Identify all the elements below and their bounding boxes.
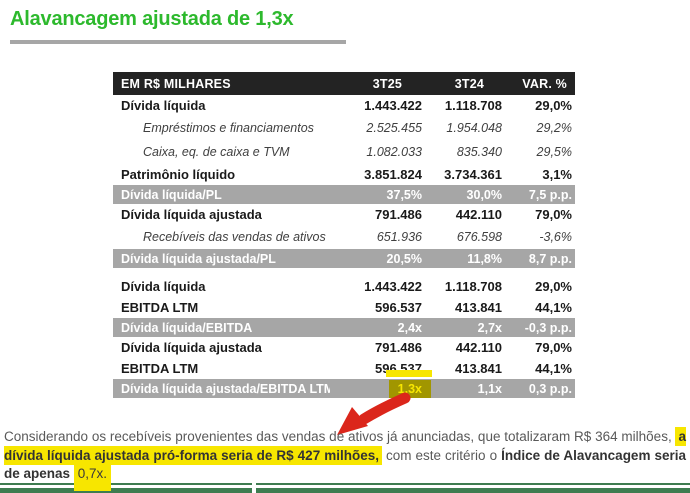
table-row: Dívida líquida ajustada 791.486 442.110 79,… [113, 337, 575, 358]
cell-3t24: 1.118.708 [444, 98, 502, 113]
table-row: Dívida líquida/EBITDA 2,4x 2,7x -0,3 p.p. [113, 318, 575, 337]
row-label: Dívida líquida ajustada/PL [113, 249, 330, 268]
table-row: Dívida líquida ajustada/EBITDA LTM 1,3x 1,… [113, 379, 575, 398]
table-row: Recebíveis das vendas de ativos 651.936 67… [113, 225, 575, 249]
table-row: EBITDA LTM 596.537 413.841 44,1% [113, 297, 575, 318]
table-row: Empréstimos e financiamentos 2.525.455 1.9… [113, 116, 575, 140]
cell-3t25: 1,3x [330, 379, 440, 398]
cell-var: 44,1% [535, 361, 572, 376]
cell-3t25: 791.486 [375, 340, 422, 355]
cell-3t25: 791.486 [375, 207, 422, 222]
cell-3t24: 30,0% [440, 185, 510, 204]
cell-var: 7,5 p.p. [510, 185, 575, 204]
cell-var: -3,6% [539, 230, 572, 244]
table-row: Dívida líquida ajustada/PL 20,5% 11,8% 8,7 … [113, 249, 575, 268]
header-var: VAR. % [510, 72, 575, 95]
footnote-text-1: Considerando os recebíveis provenientes … [4, 429, 676, 444]
row-label: EBITDA LTM [121, 361, 199, 376]
cell-3t24: 1,1x [440, 379, 510, 398]
row-label: Dívida líquida ajustada/EBITDA LTM [113, 379, 330, 398]
cell-3t25: 1.443.422 [364, 279, 422, 294]
header-unit: EM R$ MILHARES [113, 72, 330, 95]
cell-3t24: 413.841 [455, 300, 502, 315]
bottom-green-rule-left [0, 483, 252, 493]
table-row: Dívida líquida 1.443.422 1.118.708 29,0% [113, 276, 575, 297]
table-row: Dívida líquida 1.443.422 1.118.708 29,0% [113, 95, 575, 116]
table-row: Caixa, eq. de caixa e TVM 1.082.033 835.34… [113, 140, 575, 164]
cell-3t24: 1.954.048 [446, 121, 502, 135]
cell-var: 44,1% [535, 300, 572, 315]
footnote-highlight-2: 0,7x. [73, 464, 112, 491]
row-label: Empréstimos e financiamentos [143, 121, 314, 135]
table-row: Dívida líquida/PL 37,5% 30,0% 7,5 p.p. [113, 185, 575, 204]
cell-var: 79,0% [535, 207, 572, 222]
cell-3t24: 2,7x [440, 318, 510, 337]
cell-3t24: 1.118.708 [444, 279, 502, 294]
cell-3t25: 1.082.033 [366, 145, 422, 159]
leverage-table: EM R$ MILHARES 3T25 3T24 VAR. % Dívida l… [113, 72, 575, 398]
cell-3t25: 2,4x [330, 318, 440, 337]
cell-3t24: 442.110 [455, 340, 502, 355]
page-title: Alavancagem ajustada de 1,3x [10, 8, 294, 30]
cell-3t25: 20,5% [330, 249, 440, 268]
row-label: Caixa, eq. de caixa e TVM [143, 145, 290, 159]
row-label: Dívida líquida ajustada [121, 340, 262, 355]
cell-3t24: 3.734.361 [444, 167, 502, 182]
header-3t24: 3T24 [440, 72, 510, 95]
table-row: EBITDA LTM 596.537 413.841 44,1% [113, 358, 575, 379]
row-label: EBITDA LTM [121, 300, 199, 315]
row-label: Patrimônio líquido [121, 167, 236, 182]
table-row: Dívida líquida ajustada 791.486 442.110 79,… [113, 204, 575, 225]
footnote-bold-1: Índice de Alavancagem seria de apenas [4, 447, 686, 482]
cell-3t25: 596.537 [375, 300, 422, 315]
row-label: Dívida líquida [121, 279, 206, 294]
table-body: Dívida líquida 1.443.422 1.118.708 29,0% Emp… [113, 95, 575, 398]
highlight-strip [386, 370, 432, 377]
row-label: Dívida líquida/EBITDA [113, 318, 330, 337]
cell-var: 29,5% [536, 145, 572, 159]
bottom-green-rule-right [256, 483, 690, 493]
cell-var: 0,3 p.p. [510, 379, 575, 398]
cell-3t25: 37,5% [330, 185, 440, 204]
cell-3t24: 442.110 [455, 207, 502, 222]
cell-3t24: 11,8% [440, 249, 510, 268]
cell-3t24: 835.340 [456, 145, 502, 159]
cell-var: 29,0% [535, 279, 572, 294]
cell-3t24: 413.841 [455, 361, 502, 376]
cell-3t25: 1.443.422 [364, 98, 422, 113]
row-label: Dívida líquida [121, 98, 206, 113]
table-gap-row [113, 268, 575, 276]
red-arrow-icon [333, 392, 413, 438]
footnote-text-2: com este critério o [381, 447, 502, 463]
cell-3t25: 2.525.455 [366, 121, 422, 135]
row-label: Dívida líquida/PL [113, 185, 330, 204]
row-label: Dívida líquida ajustada [121, 207, 262, 222]
cell-var: -0,3 p.p. [510, 318, 575, 337]
row-label: Recebíveis das vendas de ativos [143, 230, 326, 244]
cell-3t25: 651.936 [376, 230, 422, 244]
table-header-row: EM R$ MILHARES 3T25 3T24 VAR. % [113, 72, 575, 95]
table-row: Patrimônio líquido 3.851.824 3.734.361 3,1% [113, 164, 575, 185]
cell-3t24: 676.598 [456, 230, 502, 244]
title-underline [10, 40, 346, 44]
cell-var: 3,1% [542, 167, 572, 182]
cell-var: 29,2% [536, 121, 572, 135]
cell-var: 79,0% [535, 340, 572, 355]
cell-var: 8,7 p.p. [510, 249, 575, 268]
cell-3t25: 3.851.824 [364, 167, 422, 182]
cell-var: 29,0% [535, 98, 572, 113]
footnote: Considerando os recebíveis provenientes … [4, 427, 686, 491]
highlighted-value: 1,3x [388, 379, 431, 398]
header-3t25: 3T25 [330, 72, 440, 95]
